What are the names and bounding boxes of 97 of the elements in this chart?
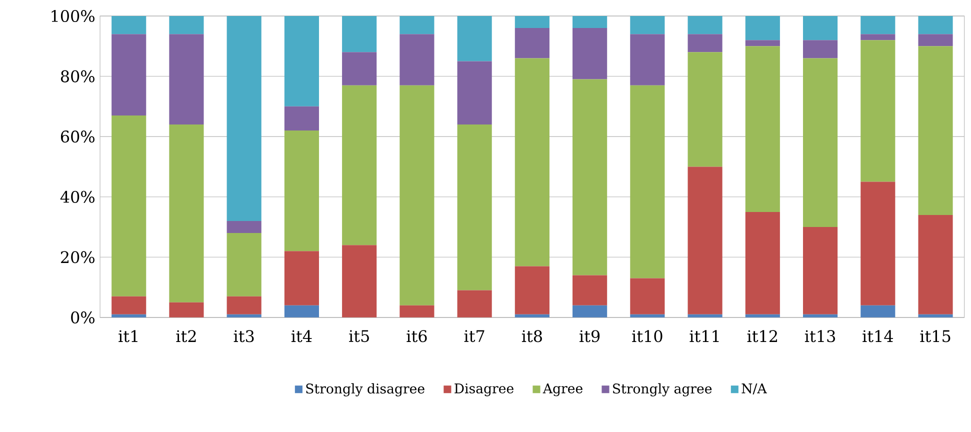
bar	[860, 182, 896, 306]
bar	[688, 314, 722, 318]
bar	[169, 16, 204, 34]
bar	[688, 34, 722, 52]
bar	[112, 115, 146, 296]
x-tick-label: it14	[862, 330, 893, 342]
bar	[112, 34, 146, 116]
bar	[803, 314, 838, 318]
x-tick-label: it9	[580, 330, 600, 342]
y-tick-label: 20%	[60, 251, 94, 264]
bar	[514, 314, 550, 318]
bar	[860, 16, 896, 34]
bar	[688, 166, 722, 314]
bar	[400, 34, 434, 86]
bar	[745, 40, 780, 46]
bar	[514, 266, 550, 314]
bar	[457, 124, 492, 290]
bar	[284, 130, 319, 252]
legend-label: Strongly agree	[613, 383, 712, 396]
x-tick-label: it3	[234, 330, 254, 342]
bar	[514, 58, 550, 266]
x-tick-label: it2	[176, 330, 196, 342]
x-tick-label: it11	[690, 330, 719, 342]
x-tick-label: it4	[291, 330, 312, 342]
bar	[918, 16, 953, 34]
bar	[169, 34, 204, 124]
bar	[745, 212, 780, 314]
x-tick-label: it7	[464, 330, 484, 342]
bar	[226, 296, 262, 314]
bar	[745, 314, 780, 318]
x-tick-label: it6	[406, 330, 427, 342]
bar	[630, 314, 665, 318]
bar	[400, 85, 434, 306]
bar	[284, 305, 319, 318]
bar	[284, 106, 319, 130]
bar	[169, 124, 204, 302]
y-tick-label: 100%	[52, 10, 94, 22]
y-tick-label: 60%	[60, 130, 94, 143]
bar	[918, 314, 953, 318]
bar	[226, 220, 262, 233]
bar	[918, 214, 953, 314]
bar	[630, 85, 665, 278]
legend-label: N/A	[742, 383, 767, 394]
bar	[745, 16, 780, 40]
bar	[688, 52, 722, 167]
x-tick-label: it10	[632, 330, 662, 342]
bar	[342, 245, 377, 318]
bar	[803, 58, 838, 227]
x-tick-label: it13	[804, 330, 835, 342]
legend-label: Strongly disagree	[306, 383, 424, 396]
bar	[918, 34, 953, 46]
bar	[630, 16, 665, 34]
bar	[572, 305, 608, 318]
bar	[284, 251, 319, 306]
bar	[860, 40, 896, 182]
y-tick-label: 0%	[71, 311, 94, 324]
bar	[688, 16, 722, 34]
bar	[112, 296, 146, 314]
bar	[112, 314, 146, 318]
bar	[400, 16, 434, 34]
bar	[572, 275, 608, 306]
bar	[803, 226, 838, 314]
bar	[918, 46, 953, 215]
bar	[342, 52, 377, 86]
bar	[400, 305, 434, 318]
bar	[630, 34, 665, 86]
bar	[745, 46, 780, 212]
bar	[457, 290, 492, 318]
y-tick-label: 80%	[60, 70, 94, 82]
bar	[457, 61, 492, 124]
bar	[457, 16, 492, 62]
y-tick-label: 40%	[60, 190, 94, 203]
bar	[572, 28, 608, 80]
bar	[169, 302, 204, 318]
x-tick-label: it8	[522, 330, 542, 342]
x-tick-label: it12	[747, 330, 778, 342]
bar	[572, 79, 608, 276]
bar	[514, 16, 550, 28]
bar	[630, 278, 665, 314]
bar	[342, 16, 377, 52]
bar	[860, 305, 896, 318]
x-tick-label: it5	[349, 330, 369, 342]
bar	[860, 34, 896, 40]
bar	[284, 16, 319, 106]
bar	[803, 16, 838, 40]
bar	[112, 16, 146, 34]
x-tick-label: it15	[920, 330, 950, 342]
bar	[572, 16, 608, 28]
bar	[514, 28, 550, 58]
bar	[226, 314, 262, 318]
legend-label: Disagree	[454, 383, 514, 396]
bar	[226, 16, 262, 221]
bar	[803, 40, 838, 58]
legend-label: Agree	[542, 383, 582, 396]
bar	[342, 85, 377, 246]
x-tick-label: it1	[118, 330, 138, 342]
bar	[226, 232, 262, 296]
